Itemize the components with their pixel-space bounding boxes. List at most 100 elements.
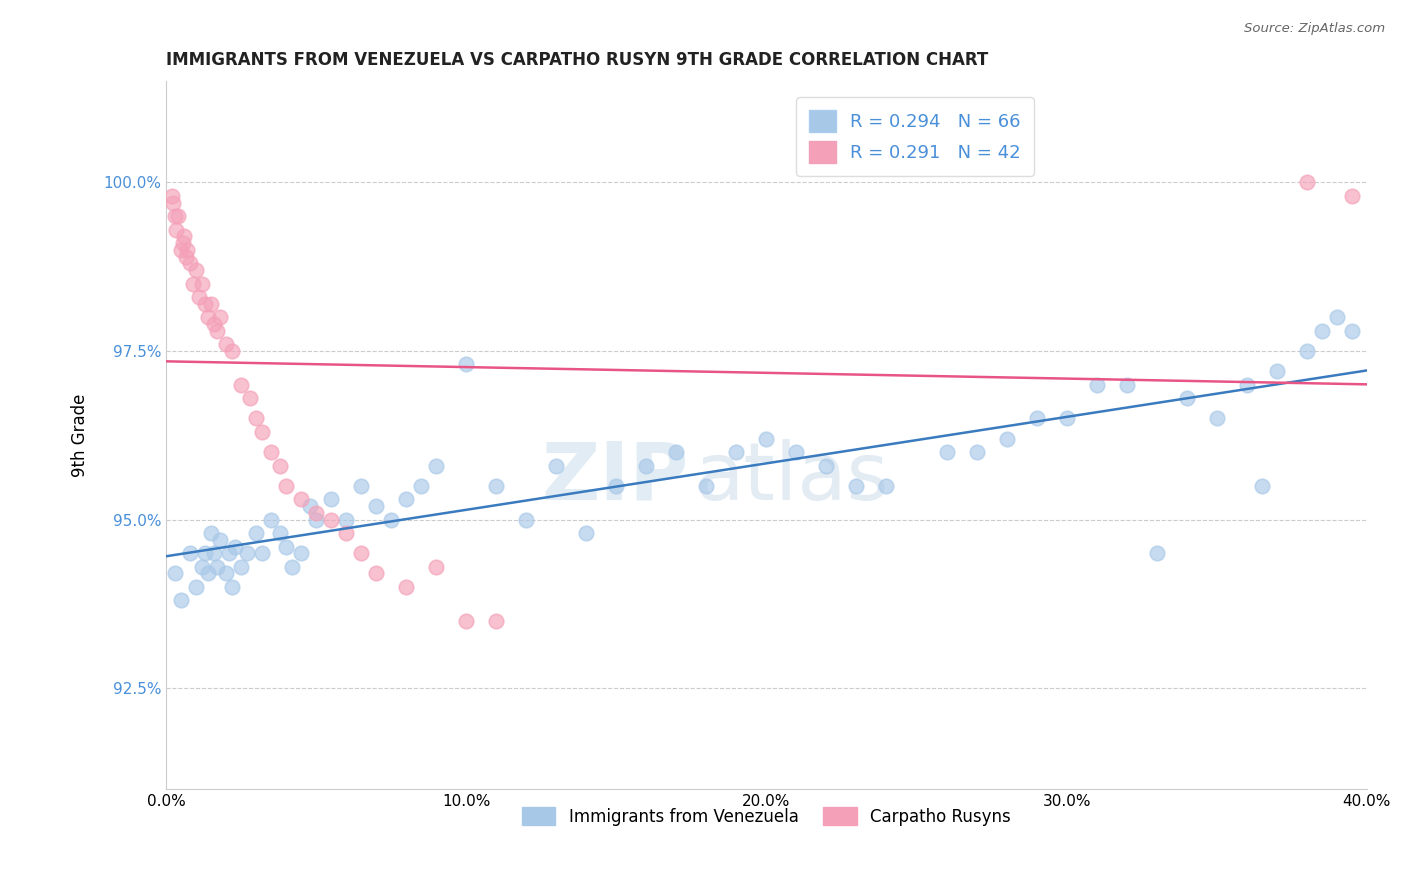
Point bbox=[1056, 411, 1078, 425]
Point bbox=[695, 479, 717, 493]
Point bbox=[245, 411, 267, 425]
Point bbox=[160, 189, 183, 203]
Point bbox=[1340, 324, 1362, 338]
Point bbox=[229, 377, 252, 392]
Point bbox=[166, 222, 188, 236]
Point bbox=[163, 209, 186, 223]
Point bbox=[194, 546, 217, 560]
Point bbox=[173, 229, 195, 244]
Point bbox=[725, 445, 748, 459]
Point bbox=[224, 540, 246, 554]
Point bbox=[366, 566, 388, 581]
Point bbox=[202, 317, 225, 331]
Point bbox=[172, 236, 194, 251]
Point bbox=[456, 358, 478, 372]
Point bbox=[221, 344, 243, 359]
Point bbox=[546, 458, 568, 473]
Point bbox=[1310, 324, 1333, 338]
Point bbox=[815, 458, 838, 473]
Point bbox=[1250, 479, 1272, 493]
Point bbox=[179, 546, 201, 560]
Point bbox=[395, 492, 418, 507]
Point bbox=[411, 479, 433, 493]
Point bbox=[1175, 391, 1198, 405]
Point bbox=[575, 526, 598, 541]
Point bbox=[191, 277, 214, 291]
Point bbox=[184, 263, 207, 277]
Point bbox=[197, 310, 219, 325]
Point bbox=[1025, 411, 1047, 425]
Point bbox=[260, 512, 283, 526]
Point bbox=[250, 425, 273, 439]
Point bbox=[174, 250, 197, 264]
Point bbox=[1295, 176, 1317, 190]
Point bbox=[269, 458, 291, 473]
Point bbox=[200, 526, 222, 541]
Point bbox=[194, 297, 217, 311]
Point bbox=[665, 445, 688, 459]
Point bbox=[636, 458, 658, 473]
Point bbox=[215, 566, 238, 581]
Point bbox=[305, 506, 328, 520]
Point bbox=[305, 512, 328, 526]
Point bbox=[202, 546, 225, 560]
Point bbox=[245, 526, 267, 541]
Point bbox=[319, 512, 342, 526]
Point bbox=[456, 614, 478, 628]
Point bbox=[1236, 377, 1258, 392]
Point bbox=[208, 533, 231, 547]
Text: IMMIGRANTS FROM VENEZUELA VS CARPATHO RUSYN 9TH GRADE CORRELATION CHART: IMMIGRANTS FROM VENEZUELA VS CARPATHO RU… bbox=[166, 51, 988, 69]
Point bbox=[200, 297, 222, 311]
Point bbox=[167, 209, 190, 223]
Y-axis label: 9th Grade: 9th Grade bbox=[72, 393, 89, 477]
Point bbox=[395, 580, 418, 594]
Point bbox=[1340, 189, 1362, 203]
Point bbox=[335, 512, 357, 526]
Point bbox=[170, 593, 193, 607]
Point bbox=[1146, 546, 1168, 560]
Point bbox=[260, 445, 283, 459]
Point bbox=[966, 445, 988, 459]
Point bbox=[319, 492, 342, 507]
Point bbox=[1265, 364, 1288, 378]
Point bbox=[485, 614, 508, 628]
Point bbox=[229, 559, 252, 574]
Point bbox=[299, 499, 322, 513]
Point bbox=[785, 445, 807, 459]
Point bbox=[935, 445, 957, 459]
Text: ZIP: ZIP bbox=[541, 439, 689, 516]
Legend: Immigrants from Venezuela, Carpatho Rusyns: Immigrants from Venezuela, Carpatho Rusy… bbox=[513, 799, 1019, 834]
Point bbox=[184, 580, 207, 594]
Point bbox=[181, 277, 204, 291]
Point bbox=[236, 546, 259, 560]
Point bbox=[366, 499, 388, 513]
Point bbox=[605, 479, 627, 493]
Point bbox=[250, 546, 273, 560]
Point bbox=[876, 479, 898, 493]
Point bbox=[1326, 310, 1348, 325]
Point bbox=[191, 559, 214, 574]
Point bbox=[1205, 411, 1227, 425]
Point bbox=[281, 559, 304, 574]
Point bbox=[274, 540, 297, 554]
Point bbox=[162, 195, 184, 210]
Point bbox=[290, 492, 312, 507]
Point bbox=[274, 479, 297, 493]
Point bbox=[176, 243, 198, 257]
Point bbox=[208, 310, 231, 325]
Point bbox=[350, 479, 373, 493]
Point bbox=[350, 546, 373, 560]
Point bbox=[221, 580, 243, 594]
Point bbox=[845, 479, 868, 493]
Point bbox=[218, 546, 240, 560]
Point bbox=[1085, 377, 1108, 392]
Point bbox=[515, 512, 537, 526]
Point bbox=[335, 526, 357, 541]
Point bbox=[755, 432, 778, 446]
Point bbox=[179, 256, 201, 270]
Point bbox=[425, 559, 447, 574]
Point bbox=[380, 512, 402, 526]
Point bbox=[170, 243, 193, 257]
Point bbox=[269, 526, 291, 541]
Point bbox=[485, 479, 508, 493]
